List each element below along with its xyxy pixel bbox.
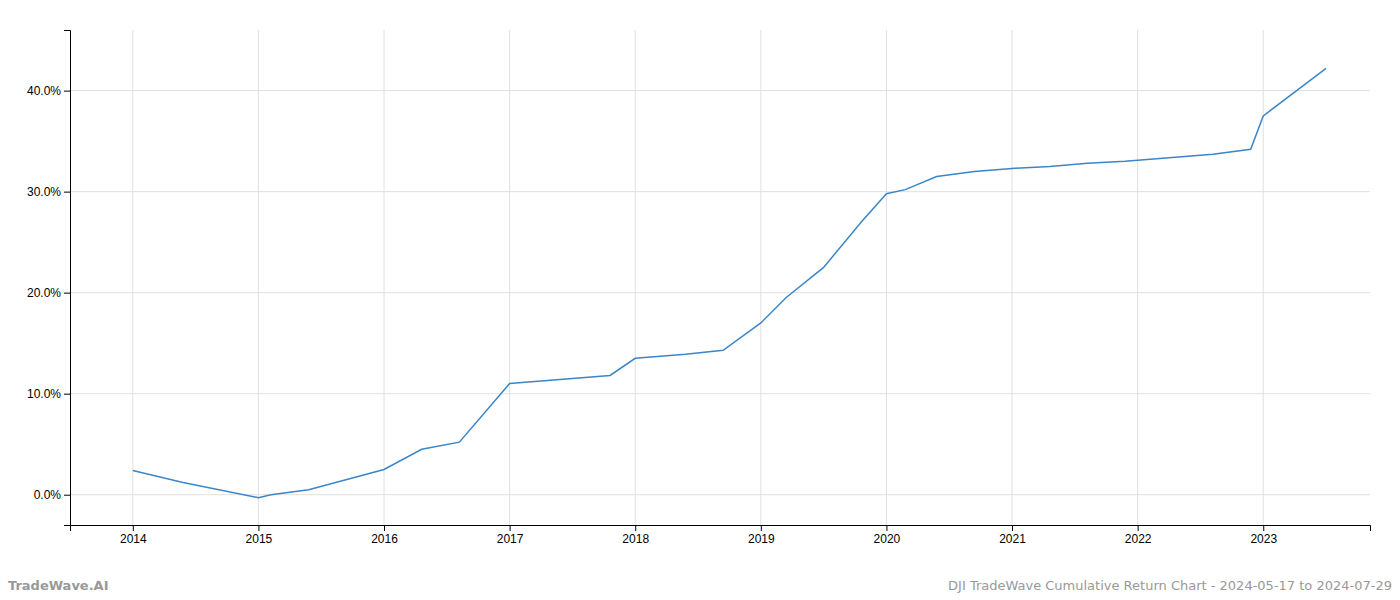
tick-mark <box>384 525 385 531</box>
line <box>133 68 1326 497</box>
tick-mark <box>510 525 511 531</box>
tick-label: 2020 <box>874 532 901 546</box>
grid-line <box>70 494 1370 495</box>
tick-label: 2015 <box>246 532 273 546</box>
tick-mark <box>64 495 70 496</box>
tick-mark <box>258 525 259 531</box>
tick: 2020 <box>874 525 901 546</box>
tick-mark <box>761 525 762 531</box>
marks <box>133 68 1326 497</box>
tick-label: 2014 <box>120 532 147 546</box>
tick-mark <box>64 293 70 294</box>
tick: 10.0% <box>27 387 70 401</box>
tick: 2017 <box>497 525 524 546</box>
grid-line <box>132 30 133 525</box>
grid-line <box>70 191 1370 192</box>
grid-line <box>70 90 1370 91</box>
grid-line <box>886 30 887 525</box>
annotation: DJI TradeWave Cumulative Return Chart - … <box>948 578 1392 593</box>
grid-line <box>70 292 1370 293</box>
tick-label: 40.0% <box>27 84 61 98</box>
tick: 2018 <box>622 525 649 546</box>
tick-mark <box>1012 525 1013 531</box>
tick: 2016 <box>371 525 398 546</box>
tick: 2022 <box>1125 525 1152 546</box>
tick-mark <box>1138 525 1139 531</box>
tick-label: 2022 <box>1125 532 1152 546</box>
tick-mark <box>133 525 134 531</box>
grid-line <box>384 30 385 525</box>
tick-label: 2023 <box>1250 532 1277 546</box>
tick-label: 2019 <box>748 532 775 546</box>
chart: 2014 2015 2016 2017 2018 2019 2020 2021 2022 2023… <box>0 0 1400 600</box>
annotation: TradeWave.AI <box>8 578 109 593</box>
axis-line <box>64 31 71 526</box>
tick: 2015 <box>246 525 273 546</box>
tick: 2023 <box>1250 525 1277 546</box>
tick-label: 20.0% <box>27 286 61 300</box>
tick-mark <box>64 192 70 193</box>
tick-label: 0.0% <box>34 488 62 502</box>
tick-label: 2016 <box>371 532 398 546</box>
grid-line <box>760 30 761 525</box>
tick-mark <box>64 394 70 395</box>
grid-line <box>509 30 510 525</box>
grid-line <box>1137 30 1138 525</box>
tick-mark <box>64 91 70 92</box>
tick-label: 2017 <box>497 532 524 546</box>
tick-label: 2021 <box>999 532 1026 546</box>
tick: 30.0% <box>27 185 70 199</box>
grid <box>70 30 1370 525</box>
annotations: TradeWave.AI DJI TradeWave Cumulative Ret… <box>8 578 1392 593</box>
tick-label: 30.0% <box>27 185 61 199</box>
tick-label: 2018 <box>622 532 649 546</box>
tick: 40.0% <box>27 84 70 98</box>
tick: 0.0% <box>34 488 70 502</box>
grid-line <box>1263 30 1264 525</box>
grid-line <box>70 393 1370 394</box>
plot-area: 2014 2015 2016 2017 2018 2019 2020 2021 2022 2023… <box>27 30 1371 546</box>
tick: 20.0% <box>27 286 70 300</box>
tick: 2021 <box>999 525 1026 546</box>
x-axis: 2014 2015 2016 2017 2018 2019 2020 2021 2022 2023 <box>71 525 1371 546</box>
tick-mark <box>635 525 636 531</box>
y-axis: 0.0% 10.0% 20.0% 30.0% 40.0% <box>27 31 71 526</box>
tick-mark <box>886 525 887 531</box>
tick-label: 10.0% <box>27 387 61 401</box>
tick-mark <box>1263 525 1264 531</box>
grid-line <box>1012 30 1013 525</box>
tick: 2014 <box>120 525 147 546</box>
axis-line <box>71 526 1371 532</box>
grid-line <box>635 30 636 525</box>
grid-line <box>258 30 259 525</box>
tick: 2019 <box>748 525 775 546</box>
